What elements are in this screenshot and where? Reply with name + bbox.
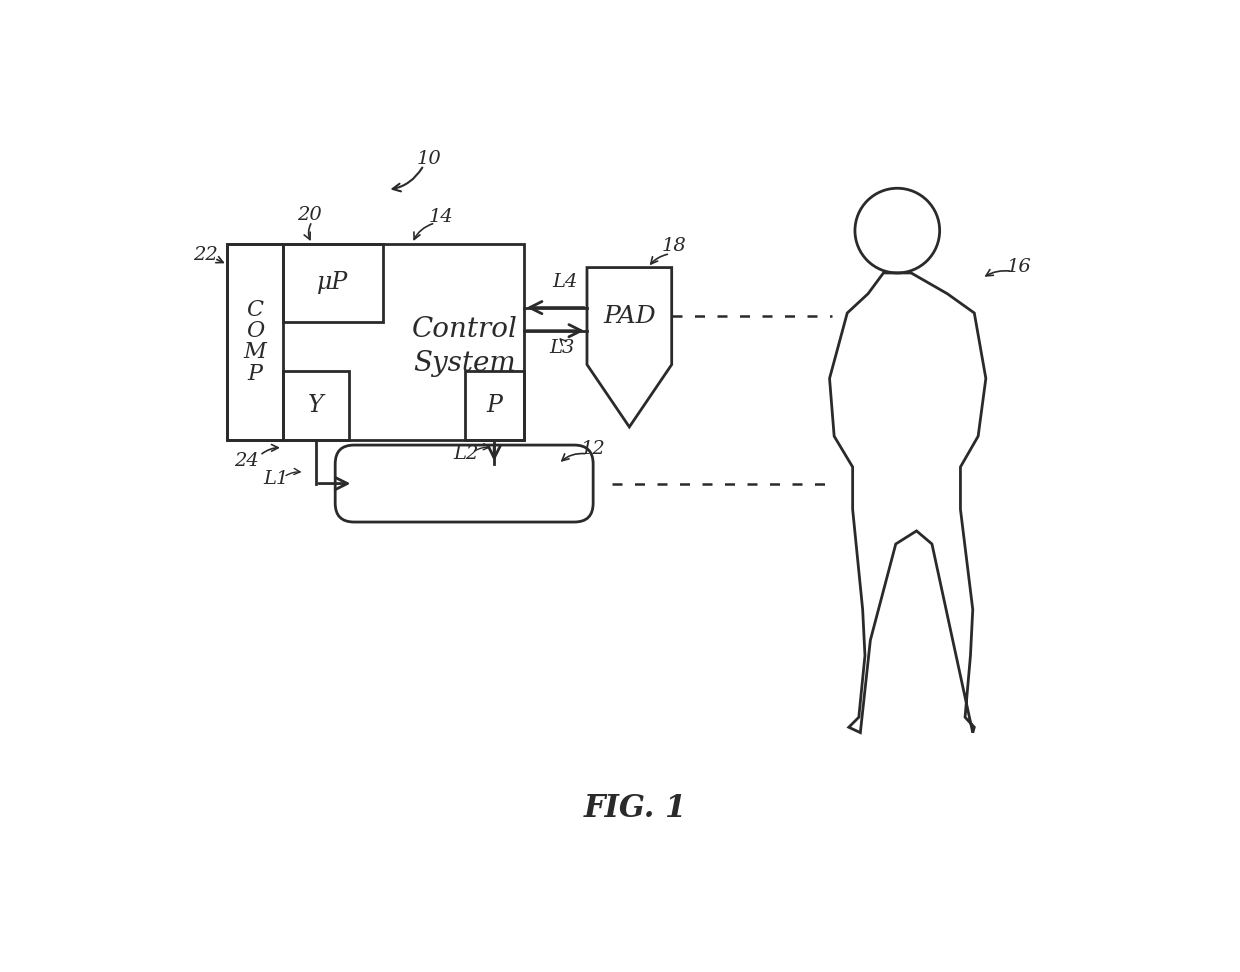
Text: 12: 12 — [580, 440, 605, 458]
Text: P: P — [486, 394, 502, 417]
Text: L1: L1 — [263, 469, 289, 488]
Text: L2: L2 — [454, 445, 479, 463]
Text: 14: 14 — [429, 208, 454, 226]
Text: L3: L3 — [549, 338, 575, 357]
Text: C
O
M
P: C O M P — [244, 299, 267, 385]
Text: 10: 10 — [417, 150, 441, 168]
Text: Control
System: Control System — [412, 316, 518, 376]
Text: 16: 16 — [1007, 258, 1032, 276]
Text: L4: L4 — [552, 273, 578, 292]
Text: Y: Y — [308, 394, 324, 417]
Text: 20: 20 — [298, 206, 322, 225]
Text: PAD: PAD — [603, 304, 656, 328]
Text: 22: 22 — [193, 246, 218, 264]
Text: FIG. 1: FIG. 1 — [584, 792, 687, 823]
Text: μP: μP — [317, 271, 348, 295]
Text: 18: 18 — [662, 237, 687, 255]
Text: 24: 24 — [234, 452, 259, 469]
